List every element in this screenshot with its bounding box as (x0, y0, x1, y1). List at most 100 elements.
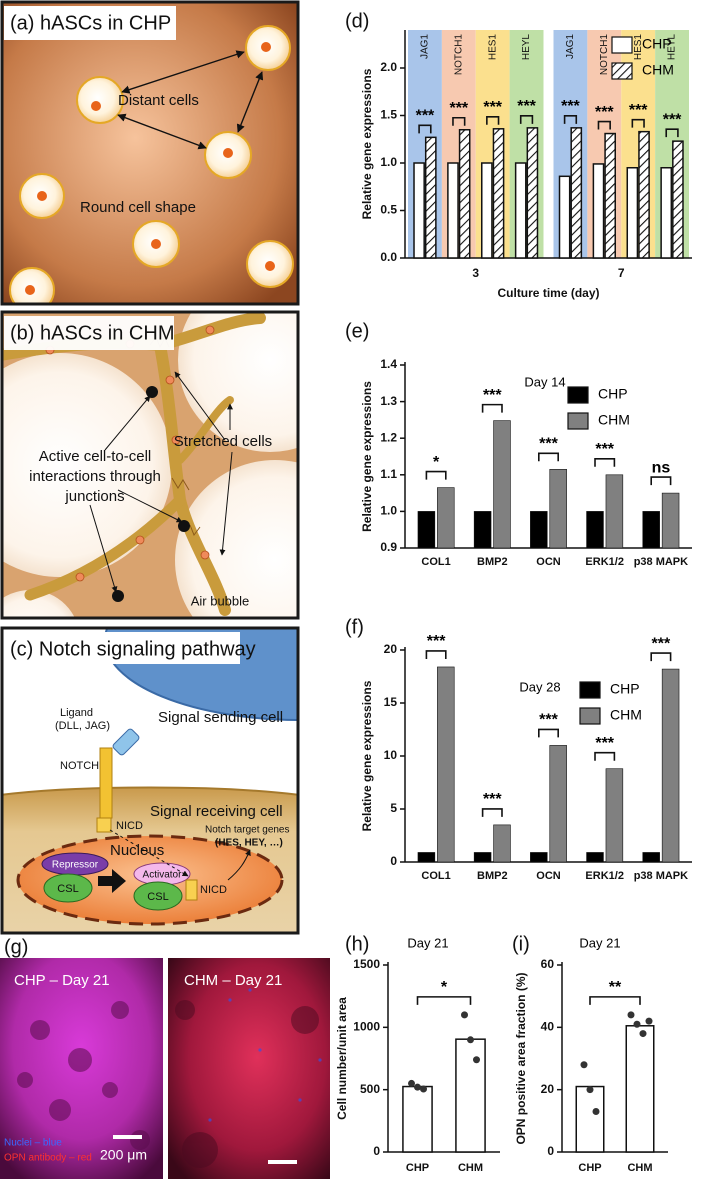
significance-label: *** (595, 441, 614, 458)
bar (604, 132, 616, 259)
significance-label: *** (561, 98, 580, 115)
significance-label: *** (539, 436, 558, 453)
data-point (420, 1085, 427, 1093)
annotation: NICD (116, 820, 143, 832)
category-label: JAG1 (565, 34, 576, 59)
significance-bracket (416, 996, 472, 1005)
x-axis-label: Culture time (day) (497, 286, 599, 300)
y-tick-label: 20 (384, 642, 398, 656)
x-tick-label: OCN (536, 556, 561, 568)
bar (570, 127, 583, 259)
x-tick-label: ERK1/2 (585, 556, 624, 568)
significance-label: *** (483, 791, 502, 808)
annotation: Ligand (60, 707, 93, 719)
significance-label: *** (517, 98, 536, 115)
category-label: HEYL (667, 34, 678, 61)
y-axis-label: Cell number/unit area (335, 997, 349, 1120)
legend-label: CHM (642, 62, 674, 78)
significance-bracket (425, 650, 447, 659)
significance-bracket (563, 115, 578, 124)
bar (530, 511, 548, 549)
y-tick-label: 1.1 (380, 467, 397, 481)
image-label: CHM – Day 21 (184, 972, 282, 989)
annotation: NOTCH (60, 760, 99, 772)
bar (493, 420, 511, 549)
data-point (627, 1011, 635, 1019)
data-point (586, 1086, 594, 1094)
legend-label: CHM (598, 412, 630, 428)
arrow (98, 869, 126, 893)
annotation: Repressor (52, 860, 99, 871)
panel-label: (d) (345, 10, 369, 32)
legend-swatch (611, 36, 633, 54)
significance-bracket (481, 808, 503, 817)
bar (661, 668, 680, 863)
annotation: Signal receiving cell (150, 803, 283, 820)
chart-subtitle: Day 28 (519, 679, 560, 694)
y-axis-label: Relative gene expressions (360, 68, 374, 219)
bar (481, 162, 493, 259)
category-label: HES1 (633, 34, 644, 61)
air-bubble (175, 460, 298, 618)
y-tick-label: 0 (390, 854, 397, 868)
y-tick-label: 5 (390, 801, 397, 815)
bar (473, 852, 492, 863)
panel-label: (f) (345, 616, 364, 638)
image-label: CHP – Day 21 (14, 972, 110, 989)
legend-swatch (579, 681, 601, 699)
bar (661, 492, 680, 549)
bar (458, 129, 471, 259)
legend-text: OPN antibody – red (4, 1153, 92, 1164)
panel-label: (g) (4, 936, 28, 958)
x-tick-label: CHP (406, 1162, 429, 1174)
significance-label: *** (416, 108, 435, 125)
csl (43, 873, 93, 903)
x-tick-label: BMP2 (477, 870, 508, 882)
bar (526, 127, 539, 259)
significance-label: *** (483, 387, 502, 404)
x-tick-label: ERK1/2 (585, 870, 624, 882)
panel-b: (b) hASCs in CHM Stretched cells Active … (0, 310, 300, 620)
x-tick-label: CHM (458, 1162, 483, 1174)
round-cells (9, 25, 294, 304)
y-tick-label: 60 (541, 957, 555, 971)
x-tick-label: 3 (472, 266, 479, 280)
significance-bracket (597, 120, 611, 130)
significance-bracket (481, 403, 503, 413)
panel-c: (c) Notch signaling pathway Ligand (DLL,… (0, 626, 300, 935)
annotation: Round cell shape (80, 199, 196, 216)
significance-label: *** (539, 712, 558, 729)
bar (437, 666, 455, 863)
legend-swatch (611, 62, 633, 80)
category-label: HES1 (487, 34, 498, 61)
ligand (112, 728, 140, 756)
y-tick-label: 1.0 (380, 504, 397, 518)
bar (549, 469, 567, 549)
annotation: NICD (200, 884, 227, 896)
y-tick-label: 0 (373, 1144, 380, 1158)
bar (575, 1085, 605, 1153)
legend-label: CHP (610, 681, 640, 697)
nicd-box (185, 879, 198, 901)
x-tick-label: OCN (536, 870, 561, 882)
bar (642, 511, 660, 549)
annotation: Activator (143, 870, 183, 881)
chart-subtitle: Day 14 (524, 374, 565, 389)
nicd-box (96, 817, 112, 833)
x-tick-label: p38 MAPK (634, 870, 688, 882)
air-bubble (2, 353, 172, 577)
x-tick-label: 7 (618, 266, 625, 280)
bar (642, 852, 660, 863)
legend-label: CHP (642, 36, 672, 52)
significance-bracket (594, 751, 616, 761)
panel-label: (c) Notch signaling pathway (10, 638, 256, 660)
y-axis-label: Relative gene expressions (360, 680, 374, 831)
annotation: interactions through (29, 468, 161, 485)
y-axis-label: OPN positive area fraction (%) (514, 972, 528, 1144)
annotation: CSL (57, 883, 78, 895)
junction-dots (112, 386, 190, 602)
significance-label: * (433, 454, 440, 471)
y-tick-label: 500 (360, 1082, 380, 1096)
csl (133, 881, 183, 911)
